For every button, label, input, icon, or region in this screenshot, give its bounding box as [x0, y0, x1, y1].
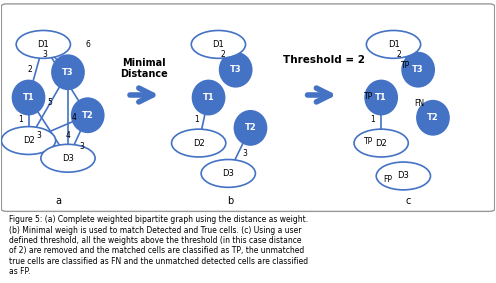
Text: T2: T2	[82, 111, 94, 120]
Text: Figure 5: (a) Complete weighted bipartite graph using the distance as weight.
(b: Figure 5: (a) Complete weighted bipartit…	[9, 215, 308, 276]
Text: D2: D2	[23, 136, 34, 145]
Text: 4: 4	[65, 131, 70, 140]
Circle shape	[1, 127, 56, 155]
Text: 3: 3	[42, 50, 47, 59]
Text: D2: D2	[193, 139, 204, 147]
Circle shape	[41, 144, 95, 172]
Text: T3: T3	[230, 65, 242, 74]
Text: 3: 3	[79, 142, 84, 151]
FancyBboxPatch shape	[1, 4, 495, 211]
Text: TP: TP	[364, 92, 373, 101]
Text: D1: D1	[388, 40, 399, 49]
Text: 6: 6	[85, 40, 90, 49]
Ellipse shape	[52, 55, 84, 89]
Text: 4: 4	[72, 113, 77, 122]
Ellipse shape	[72, 98, 104, 132]
Text: FP: FP	[383, 175, 392, 184]
Text: FN: FN	[414, 99, 424, 108]
Text: T2: T2	[245, 123, 256, 132]
Text: T1: T1	[375, 93, 387, 102]
Text: D2: D2	[375, 139, 387, 147]
Ellipse shape	[402, 53, 434, 87]
Text: a: a	[55, 196, 61, 206]
Text: D3: D3	[222, 169, 234, 178]
Text: 1: 1	[18, 115, 22, 124]
Text: 5: 5	[47, 98, 52, 107]
Text: c: c	[406, 196, 411, 206]
Circle shape	[191, 31, 246, 58]
Ellipse shape	[235, 111, 266, 145]
Text: T3: T3	[62, 68, 74, 77]
Circle shape	[201, 160, 255, 187]
Text: T1: T1	[23, 93, 34, 102]
Ellipse shape	[365, 80, 397, 115]
Ellipse shape	[220, 53, 251, 87]
Text: T3: T3	[412, 65, 424, 74]
Ellipse shape	[417, 101, 449, 135]
Circle shape	[376, 162, 431, 190]
Text: Minimal
Distance: Minimal Distance	[121, 58, 168, 79]
Text: 2: 2	[396, 50, 401, 59]
Text: D1: D1	[37, 40, 49, 49]
Circle shape	[354, 129, 408, 157]
Ellipse shape	[12, 80, 45, 115]
Text: 2: 2	[28, 65, 32, 74]
Circle shape	[16, 31, 70, 58]
Text: 2: 2	[221, 50, 226, 59]
Text: 1: 1	[194, 115, 198, 124]
Ellipse shape	[192, 80, 225, 115]
Text: 3: 3	[243, 149, 248, 158]
Text: 1: 1	[370, 115, 374, 124]
Circle shape	[172, 129, 226, 157]
Text: D3: D3	[62, 154, 74, 163]
Circle shape	[367, 31, 421, 58]
Text: T2: T2	[427, 113, 439, 122]
Text: D1: D1	[212, 40, 224, 49]
Text: T1: T1	[203, 93, 214, 102]
Text: TP: TP	[401, 61, 410, 70]
Text: D3: D3	[397, 171, 409, 181]
Text: TP: TP	[364, 137, 373, 146]
Text: 3: 3	[36, 131, 41, 140]
Text: Threshold = 2: Threshold = 2	[283, 55, 366, 65]
Text: b: b	[228, 196, 234, 206]
